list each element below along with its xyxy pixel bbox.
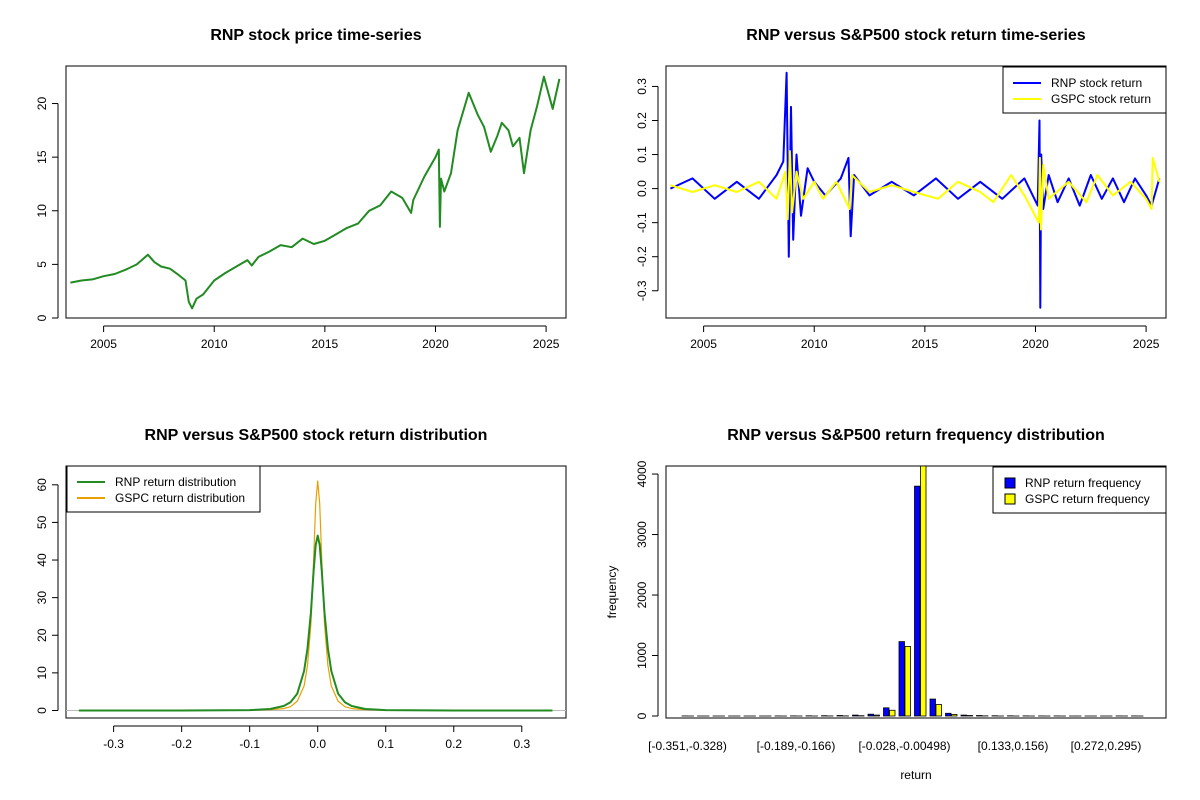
y-tick-label: 0 — [635, 712, 649, 719]
bar-0-13 — [883, 707, 890, 717]
x-tick-label: [-0.189,-0.166) — [757, 739, 836, 753]
x-tick-label: 0.3 — [513, 737, 530, 751]
plot-frame-1 — [665, 65, 1167, 319]
x-tick-label: 0.2 — [445, 737, 462, 751]
y-tick-label: 50 — [35, 515, 49, 529]
bar-0-14 — [898, 641, 905, 717]
x-tick-label: [0.272,0.295) — [1071, 739, 1142, 753]
x-tick-label: 2005 — [90, 337, 117, 351]
series-line-1-1 — [670, 150, 1161, 231]
x-tick-label: 0.1 — [377, 737, 394, 751]
series-line-1-0 — [669, 71, 1161, 309]
x-axis-title: return — [900, 768, 931, 782]
y-tick-label: 4000 — [635, 460, 649, 487]
x-tick-label: 2020 — [422, 337, 449, 351]
bar-1-13 — [889, 709, 896, 717]
x-tick-label: 2015 — [911, 337, 938, 351]
y-tick-label: -0.1 — [635, 212, 649, 233]
legend-box — [1002, 66, 1167, 114]
bar-1-15 — [920, 465, 927, 717]
series-line-2-1 — [78, 480, 553, 712]
legend-label: RNP return distribution — [115, 475, 236, 489]
legend-box — [992, 466, 1167, 514]
y-tick-label: 0.3 — [635, 78, 649, 95]
y-tick-label: 15 — [35, 150, 49, 164]
x-tick-label: 2005 — [690, 337, 717, 351]
x-tick-label: 0.0 — [309, 737, 326, 751]
y-tick-label: 3000 — [635, 521, 649, 548]
legend-label: GSPC stock return — [1051, 92, 1151, 106]
chart-title-1: RNP versus S&P500 stock return time-seri… — [746, 27, 1086, 44]
x-tick-label: [-0.351,-0.328) — [648, 739, 727, 753]
y-tick-label: 20 — [35, 628, 49, 642]
y-tick-label: 30 — [35, 591, 49, 605]
y-tick-label: 5 — [35, 261, 49, 268]
legend-label: RNP stock return — [1051, 76, 1142, 90]
y-tick-label: 1000 — [635, 642, 649, 669]
x-tick-label: 2025 — [533, 337, 560, 351]
x-tick-label: -0.1 — [239, 737, 260, 751]
chart-title-2: RNP versus S&P500 stock return distribut… — [145, 427, 488, 444]
series-line-2-0 — [78, 534, 553, 712]
chart-title-0: RNP stock price time-series — [210, 27, 421, 44]
y-tick-label: 0.0 — [635, 180, 649, 197]
x-tick-label: 2010 — [801, 337, 828, 351]
legend-1: RNP stock return GSPC stock return — [1002, 66, 1167, 114]
x-tick-label: [0.133,0.156) — [978, 739, 1049, 753]
legend-3: RNP return frequency GSPC return frequenc… — [992, 466, 1167, 514]
bar-1-12 — [873, 714, 880, 717]
legend-2: RNP return distribution GSPC return distr… — [66, 465, 261, 513]
x-tick-label: 2020 — [1022, 337, 1049, 351]
y-tick-label: 40 — [35, 553, 49, 567]
bar-0-16 — [929, 698, 936, 717]
y-tick-label: 10 — [35, 666, 49, 680]
x-tick-label: [-0.028,-0.00498) — [858, 739, 950, 753]
y-axis-title: frequency — [605, 566, 619, 619]
bar-0-17 — [945, 712, 952, 717]
legend-swatch — [1004, 477, 1016, 489]
plot-frame-0 — [65, 65, 567, 319]
y-tick-label: 60 — [35, 478, 49, 492]
bar-0-11 — [852, 714, 859, 717]
y-tick-label: 20 — [35, 97, 49, 111]
y-tick-label: 2000 — [635, 581, 649, 608]
x-tick-label: -0.2 — [171, 737, 192, 751]
plot-frame-2 — [65, 465, 567, 719]
y-tick-label: 0 — [35, 314, 49, 321]
legend-box — [66, 465, 261, 513]
bar-0-18 — [960, 714, 967, 717]
legend-label: GSPC return distribution — [115, 491, 245, 505]
legend-label: GSPC return frequency — [1025, 492, 1150, 506]
plot-frame-3 — [665, 465, 1167, 719]
x-tick-label: 2015 — [311, 337, 338, 351]
y-tick-label: 10 — [35, 204, 49, 218]
y-tick-label: -0.3 — [635, 280, 649, 301]
bar-1-14 — [904, 646, 911, 717]
x-tick-label: -0.3 — [103, 737, 124, 751]
bar-1-17 — [951, 714, 958, 717]
bar-0-12 — [867, 713, 874, 717]
price-line — [70, 75, 561, 310]
legend-label: RNP return frequency — [1025, 476, 1141, 490]
chart-title-3: RNP versus S&P500 return frequency distr… — [727, 427, 1105, 444]
y-tick-label: 0.1 — [635, 146, 649, 163]
y-tick-label: 0.2 — [635, 112, 649, 129]
x-tick-label: 2010 — [201, 337, 228, 351]
x-tick-label: 2025 — [1133, 337, 1160, 351]
legend-swatch — [1004, 493, 1016, 505]
y-tick-label: -0.2 — [635, 246, 649, 267]
y-tick-label: 0 — [35, 707, 49, 714]
bar-1-16 — [935, 704, 942, 717]
bar-0-15 — [914, 485, 921, 717]
